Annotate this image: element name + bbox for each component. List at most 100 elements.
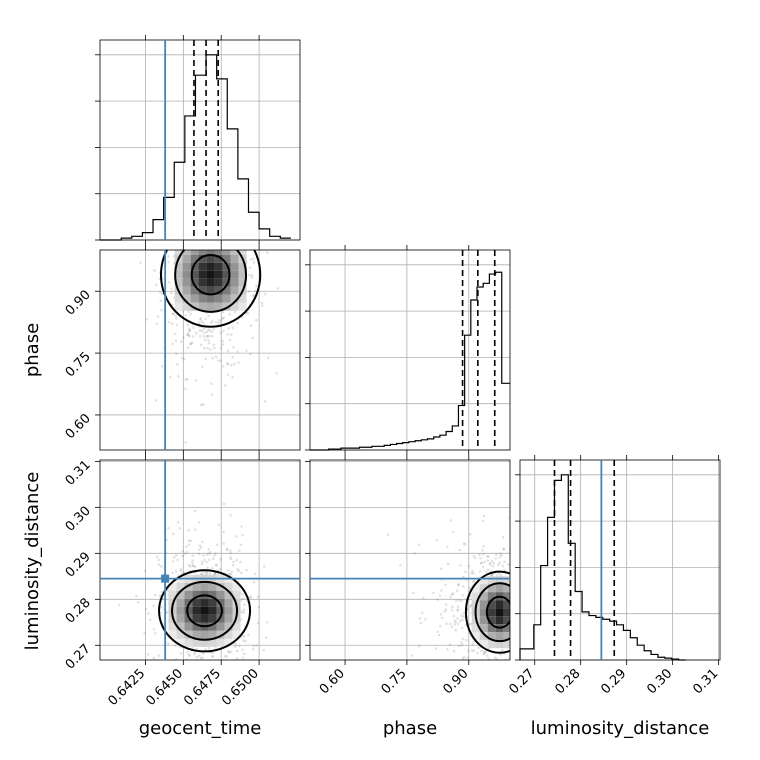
sample-point: [172, 312, 176, 316]
density-cell: [214, 250, 223, 255]
sample-point: [436, 630, 439, 634]
sample-point: [512, 533, 515, 536]
sample-point: [479, 556, 482, 560]
sample-point: [192, 217, 195, 220]
density-cell: [190, 270, 199, 279]
density-cell: [512, 640, 520, 648]
density-cell: [190, 262, 199, 271]
sample-point: [200, 198, 203, 201]
sample-point: [199, 714, 202, 717]
density-cell: [168, 622, 177, 631]
sample-point: [486, 555, 490, 558]
sample-point: [460, 643, 464, 647]
sample-point: [198, 544, 202, 548]
sample-point: [243, 603, 246, 607]
sample-point: [480, 691, 483, 694]
sample-point: [517, 549, 520, 552]
sample-point: [527, 629, 530, 632]
sample-point: [230, 570, 233, 574]
sample-point: [539, 636, 542, 639]
sample-point: [219, 331, 223, 335]
sample-point: [252, 644, 255, 648]
sample-point: [212, 700, 215, 703]
density-cell: [520, 624, 528, 632]
sample-point: [504, 668, 507, 671]
sample-point: [242, 652, 246, 656]
density-cell: [200, 638, 209, 647]
density-cell: [520, 616, 528, 624]
sample-point: [511, 606, 514, 609]
sample-point: [440, 616, 444, 620]
sample-point: [252, 293, 256, 297]
sample-point: [207, 341, 211, 345]
sample-point: [541, 644, 544, 647]
sample-point: [185, 550, 189, 554]
sample-point: [444, 603, 448, 606]
density-cell: [184, 638, 193, 647]
sample-point: [207, 558, 211, 562]
sample-point: [252, 231, 255, 234]
sample-point: [521, 570, 524, 573]
density-cell: [479, 584, 488, 593]
density-cell: [192, 606, 201, 615]
sample-point: [503, 560, 506, 564]
density-cell: [238, 294, 247, 303]
density-cell: [487, 608, 496, 617]
sample-point: [260, 301, 264, 305]
sample-point: [176, 217, 179, 220]
sample-point: [535, 563, 538, 566]
sample-point: [165, 610, 169, 614]
sample-point: [455, 589, 459, 593]
tick-label-y: 0.31: [63, 458, 94, 489]
sample-point: [547, 615, 550, 618]
sample-point: [454, 628, 457, 632]
sample-point: [449, 622, 452, 626]
sample-point: [237, 361, 240, 364]
sample-point: [471, 569, 474, 572]
sample-point: [548, 661, 551, 664]
sample-point: [204, 669, 207, 672]
sample-point: [191, 236, 194, 239]
sample-point: [556, 623, 559, 626]
density-cell: [206, 270, 215, 279]
sample-point: [508, 670, 511, 673]
sample-point: [193, 509, 197, 513]
density-cell: [222, 286, 231, 295]
sample-point: [200, 560, 204, 564]
sample-point: [495, 667, 498, 670]
sample-point: [211, 356, 214, 360]
density-cell: [190, 278, 199, 287]
sample-point: [441, 668, 444, 671]
density-cell: [198, 278, 207, 287]
sample-point: [143, 569, 147, 573]
sample-point: [438, 594, 442, 597]
sample-point: [561, 589, 564, 592]
sample-point: [454, 664, 457, 667]
sample-point: [242, 208, 245, 211]
sample-point: [239, 560, 242, 564]
sample-point: [196, 235, 199, 238]
sample-point: [435, 538, 439, 542]
sample-point: [225, 221, 228, 224]
density-cell: [182, 262, 191, 271]
sample-point: [462, 662, 465, 665]
sample-point: [229, 159, 232, 162]
sample-point: [187, 543, 191, 547]
sample-point: [516, 655, 519, 658]
sample-point: [167, 260, 170, 264]
sample-point: [212, 327, 215, 331]
sample-point: [481, 565, 485, 569]
density-cell: [520, 592, 528, 600]
sample-point: [540, 643, 543, 646]
sample-point: [451, 530, 455, 534]
sample-point: [526, 630, 529, 633]
sample-point: [452, 614, 456, 618]
sample-point: [213, 241, 216, 244]
sample-point: [556, 674, 559, 677]
sample-point: [482, 698, 485, 701]
sample-point: [454, 599, 458, 602]
sample-point: [235, 649, 239, 653]
sample-point: [511, 602, 514, 605]
sample-point: [222, 668, 225, 671]
sample-point: [238, 210, 241, 213]
